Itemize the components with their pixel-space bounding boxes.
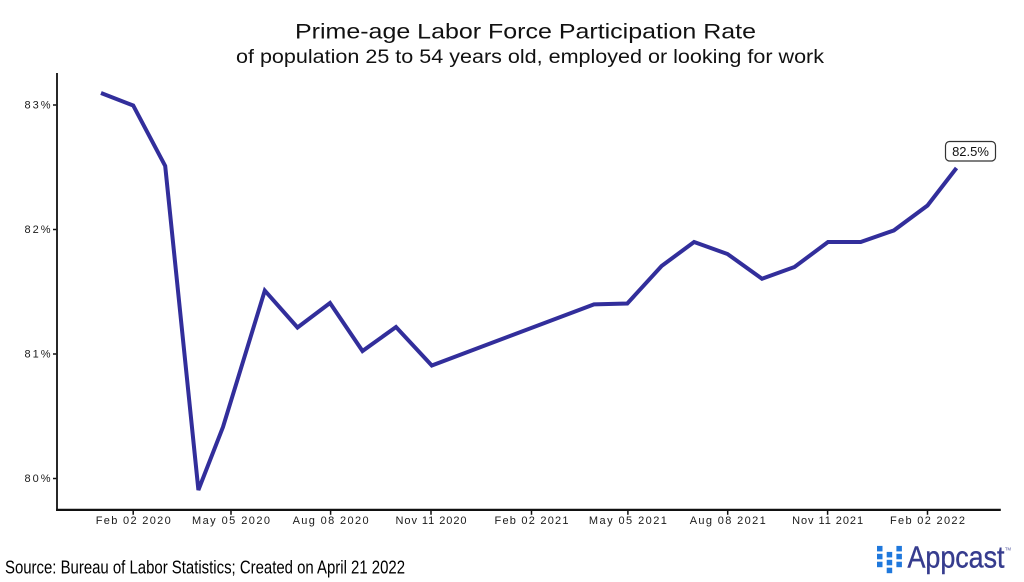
svg-text:Aug 08 2020: Aug 08 2020 bbox=[293, 515, 369, 527]
svg-text:Feb 02 2022: Feb 02 2022 bbox=[890, 515, 965, 527]
svg-text:82%: 82% bbox=[25, 224, 51, 236]
svg-text:82.5%: 82.5% bbox=[952, 144, 989, 159]
svg-text:Feb 02 2020: Feb 02 2020 bbox=[96, 515, 171, 527]
svg-text:Source: Bureau of Labor Statis: Source: Bureau of Labor Statistics; Crea… bbox=[5, 558, 405, 578]
svg-text:81%: 81% bbox=[25, 349, 51, 361]
svg-text:Aug 08 2021: Aug 08 2021 bbox=[690, 515, 766, 527]
svg-text:May 05 2021: May 05 2021 bbox=[589, 515, 667, 527]
svg-text:TM: TM bbox=[1005, 547, 1012, 552]
svg-text:Appcast: Appcast bbox=[908, 540, 1005, 575]
svg-text:Feb 02 2021: Feb 02 2021 bbox=[495, 515, 569, 527]
svg-text:83%: 83% bbox=[25, 100, 51, 112]
svg-text:Nov 11 2021: Nov 11 2021 bbox=[792, 515, 863, 527]
svg-text:May 05 2020: May 05 2020 bbox=[192, 515, 270, 527]
svg-text:of population 25 to 54 years o: of population 25 to 54 years old, employ… bbox=[236, 47, 825, 68]
svg-text:Nov 11 2020: Nov 11 2020 bbox=[396, 515, 467, 527]
svg-text:Prime-age Labor Force Particip: Prime-age Labor Force Participation Rate bbox=[295, 21, 756, 44]
svg-text:80%: 80% bbox=[25, 473, 51, 485]
